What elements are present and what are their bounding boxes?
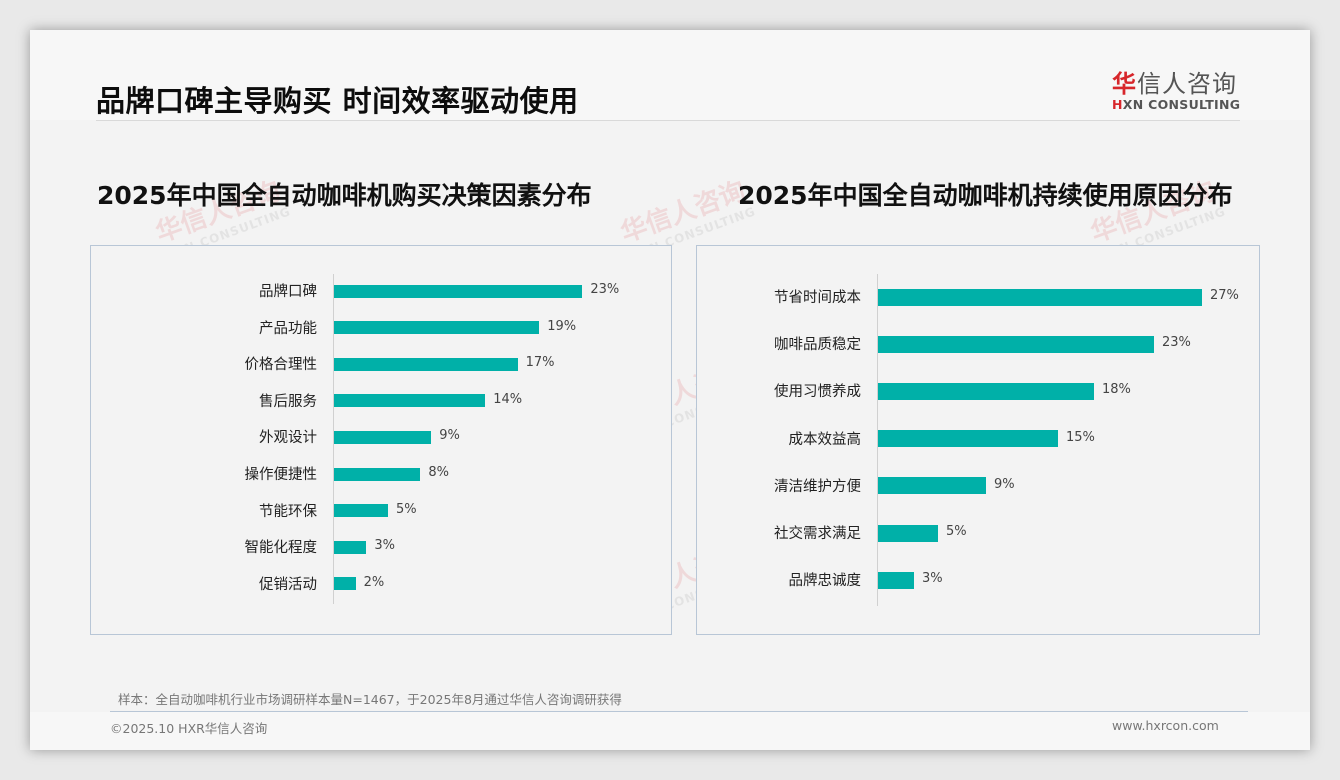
bar-value-label: 18% (1102, 382, 1131, 398)
bar-value-label: 14% (493, 391, 523, 407)
header-band (30, 30, 1310, 120)
bar (334, 430, 432, 444)
bar-label: 促销活动 (259, 576, 317, 593)
right-chart-title: 2025年中国全自动咖啡机持续使用原因分布 (738, 181, 1233, 210)
bar (878, 335, 1154, 353)
bar-label: 咖啡品质稳定 (774, 337, 861, 354)
footer-band (30, 712, 1310, 750)
bar-value-label: 5% (946, 524, 967, 539)
bar-label: 价格合理性 (244, 357, 318, 374)
website-link[interactable]: www.hxrcon.com (1112, 718, 1219, 733)
source-note: 样本：全自动咖啡机行业市场调研样本量N=1467，于2025年8月通过华信人咨询… (118, 692, 622, 707)
slide: 品牌口碑主导购买 时间效率驱动使用 华信人咨询 HXN CONSULTING 华… (30, 30, 1310, 750)
bar-label: 品牌忠诚度 (788, 573, 862, 590)
bar-row: 社交需求满足 5% (697, 524, 1259, 542)
bar-label: 产品功能 (259, 320, 317, 337)
bar-row: 节能环保 5% (91, 501, 671, 520)
bar-row: 节省时间成本 27% (697, 288, 1259, 306)
bar-row: 产品功能 19% (91, 318, 671, 337)
left-chart-panel: 品牌口碑 23% 产品功能 19% 价格合理性 17% 售后服务 14% 外观设计 9% 操作便捷性… (90, 245, 672, 635)
bar (334, 357, 518, 371)
bar-row: 外观设计 9% (91, 428, 671, 446)
bar-label: 社交需求满足 (774, 526, 861, 542)
bar-value-label: 5% (396, 501, 417, 517)
bar (334, 284, 583, 298)
bar-value-label: 23% (1162, 335, 1191, 351)
logo-en-rest: XN CONSULTING (1122, 97, 1241, 112)
bar (878, 571, 914, 589)
bar-row: 成本效益高 15% (697, 429, 1259, 448)
page-title: 品牌口碑主导购买 时间效率驱动使用 (96, 84, 579, 118)
bar-label: 节能环保 (259, 503, 317, 520)
bar-row: 品牌忠诚度 3% (697, 571, 1259, 589)
right-chart-panel: 节省时间成本 27% 咖啡品质稳定 23% 使用习惯养成 18% 成本效益高 15% 清洁维护方… (696, 245, 1260, 635)
logo-cn: 华信人咨询 (1112, 64, 1242, 99)
bar-value-label: 17% (525, 355, 555, 371)
bar-value-label: 9% (994, 476, 1015, 492)
bar (334, 321, 540, 335)
logo-en-mark: H (1112, 97, 1123, 112)
footer-divider (110, 711, 1248, 712)
bar-value-label: 23% (590, 282, 620, 297)
bar-value-label: 19% (547, 318, 577, 334)
bar-label: 成本效益高 (788, 431, 862, 448)
bar (334, 540, 367, 554)
bar (878, 477, 986, 495)
bar-label: 使用习惯养成 (774, 384, 861, 401)
left-chart-title: 2025年中国全自动咖啡机购买决策因素分布 (97, 181, 592, 210)
bar-label: 节省时间成本 (774, 290, 861, 306)
bar-row: 使用习惯养成 18% (697, 382, 1259, 400)
bar-label: 品牌口碑 (259, 284, 317, 300)
logo-en: HXN CONSULTING (1112, 97, 1242, 112)
bar-label: 智能化程度 (244, 540, 318, 557)
copyright: ©2025.10 HXR华信人咨询 (110, 721, 268, 736)
bar-row: 品牌口碑 23% (91, 282, 671, 300)
bar-row: 促销活动 2% (91, 574, 671, 593)
bar (878, 288, 1202, 306)
bar-row: 智能化程度 3% (91, 538, 671, 556)
bar-value-label: 8% (428, 465, 450, 480)
bar-value-label: 3% (374, 538, 396, 554)
bar-row: 售后服务 14% (91, 391, 671, 410)
bar-label: 外观设计 (259, 430, 317, 447)
bar (334, 577, 356, 591)
bar-row: 清洁维护方便 9% (697, 476, 1259, 495)
bar-label: 售后服务 (259, 393, 317, 410)
logo-cn-first: 华 (1112, 70, 1137, 98)
category-axis (333, 274, 334, 604)
bar-value-label: 9% (439, 428, 460, 444)
watermark-cn: 华信人咨询 (617, 176, 750, 249)
bar-value-label: 2% (363, 574, 385, 590)
bar (334, 467, 421, 481)
bar (878, 382, 1094, 400)
bar-row: 咖啡品质稳定 23% (697, 335, 1259, 353)
bar (878, 430, 1058, 448)
bar (878, 524, 938, 542)
bar-value-label: 15% (1066, 429, 1095, 445)
bar-value-label: 3% (922, 571, 943, 587)
bar-row: 操作便捷性 8% (91, 465, 671, 483)
bar-label: 操作便捷性 (244, 467, 318, 483)
bar-value-label: 27% (1210, 288, 1239, 303)
title-divider (96, 120, 1240, 121)
bar-row: 价格合理性 17% (91, 355, 671, 373)
bar-label: 清洁维护方便 (774, 478, 861, 495)
brand-logo: 华信人咨询 HXN CONSULTING (1112, 64, 1242, 112)
bar (334, 394, 486, 408)
bar (334, 504, 388, 518)
logo-cn-rest: 信人咨询 (1137, 70, 1237, 98)
category-axis (877, 274, 878, 606)
